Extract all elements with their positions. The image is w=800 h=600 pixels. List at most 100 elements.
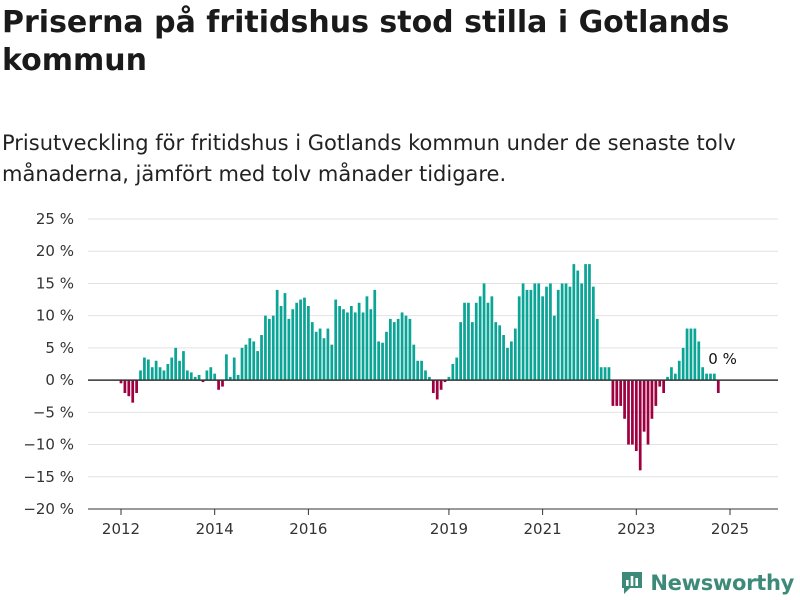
bar bbox=[357, 302, 361, 381]
grid-lines bbox=[88, 218, 778, 510]
bar bbox=[264, 315, 267, 381]
bar bbox=[174, 347, 178, 381]
bar bbox=[189, 372, 193, 381]
bar bbox=[162, 370, 166, 381]
bar bbox=[545, 286, 548, 381]
bar bbox=[619, 380, 623, 406]
bar bbox=[677, 360, 681, 381]
bar bbox=[185, 370, 189, 381]
bar bbox=[552, 315, 556, 381]
y-tick-label: 20 % bbox=[36, 242, 74, 260]
bar bbox=[310, 322, 314, 381]
bar bbox=[252, 341, 256, 381]
x-tick-label: 2021 bbox=[524, 520, 562, 538]
bar bbox=[287, 318, 291, 381]
chart-title: Priserna på fritidshus stod stilla i Got… bbox=[2, 5, 730, 78]
bar bbox=[685, 328, 689, 381]
bar bbox=[314, 331, 318, 381]
bar bbox=[322, 338, 326, 381]
bar bbox=[260, 335, 263, 381]
bar bbox=[611, 380, 615, 406]
bar bbox=[291, 309, 295, 381]
bar bbox=[451, 364, 455, 381]
bar bbox=[412, 344, 416, 381]
bar bbox=[689, 328, 693, 381]
bar bbox=[338, 306, 341, 381]
bar bbox=[143, 357, 146, 381]
x-tick-label: 2012 bbox=[102, 520, 140, 538]
bar bbox=[525, 289, 529, 381]
newsworthy-logo: Newsworthy bbox=[620, 570, 794, 596]
bar bbox=[513, 328, 517, 381]
bar bbox=[627, 380, 630, 445]
bar bbox=[490, 296, 494, 381]
bar bbox=[549, 283, 552, 381]
bars bbox=[119, 264, 720, 471]
bar bbox=[119, 380, 123, 384]
latest-value-annotation: 0 % bbox=[708, 350, 737, 368]
bar bbox=[713, 373, 716, 381]
bar bbox=[295, 302, 299, 381]
bar bbox=[170, 357, 174, 381]
bar bbox=[564, 283, 568, 381]
bar bbox=[349, 306, 353, 381]
bar bbox=[127, 380, 131, 397]
bar bbox=[709, 373, 712, 381]
y-tick-label: 5 % bbox=[45, 339, 74, 357]
bar bbox=[217, 380, 220, 390]
bar bbox=[615, 380, 619, 406]
bar bbox=[416, 360, 420, 381]
bar-chart: 25 % 20 % 15 % 10 % 5 % 0 % −5 % −10 % −15 % −20 … bbox=[23, 210, 778, 538]
brand-name: Newsworthy bbox=[650, 571, 794, 595]
bar bbox=[537, 283, 541, 381]
bar bbox=[178, 360, 181, 381]
bar bbox=[158, 367, 162, 381]
bar bbox=[482, 283, 486, 381]
bar bbox=[580, 283, 584, 381]
bar bbox=[638, 380, 642, 471]
bar bbox=[221, 380, 224, 387]
bar bbox=[193, 376, 197, 381]
bar bbox=[650, 380, 654, 419]
x-tick-label: 2025 bbox=[711, 520, 749, 538]
bar bbox=[486, 302, 490, 381]
bar bbox=[201, 380, 205, 383]
bar bbox=[588, 264, 591, 381]
bar bbox=[502, 335, 505, 381]
bar bbox=[385, 331, 388, 381]
x-axis: 2012 2014 2016 2019 2021 2023 2025 bbox=[88, 508, 778, 538]
newsworthy-logo-icon bbox=[622, 572, 643, 594]
bar bbox=[576, 270, 580, 381]
bar bbox=[572, 264, 576, 381]
y-tick-label: 10 % bbox=[36, 307, 74, 325]
bar bbox=[517, 296, 521, 381]
bar bbox=[428, 376, 431, 381]
bar bbox=[146, 359, 150, 381]
bar bbox=[299, 299, 302, 381]
y-tick-label: 25 % bbox=[36, 210, 74, 228]
bar bbox=[424, 370, 427, 381]
bar bbox=[404, 315, 408, 381]
bar bbox=[400, 312, 404, 381]
bar bbox=[361, 312, 365, 381]
bar bbox=[474, 302, 478, 381]
bar bbox=[381, 342, 384, 381]
bar bbox=[346, 312, 349, 381]
bar bbox=[463, 302, 466, 381]
bar bbox=[365, 296, 369, 381]
y-tick-label: 0 % bbox=[45, 371, 74, 389]
bar bbox=[373, 289, 377, 381]
bar bbox=[642, 380, 646, 432]
bar bbox=[271, 315, 275, 381]
x-tick-label: 2023 bbox=[617, 520, 655, 538]
bar bbox=[303, 297, 306, 381]
bar bbox=[435, 380, 439, 400]
bar bbox=[467, 302, 470, 381]
bar bbox=[568, 286, 572, 381]
x-tick-label: 2014 bbox=[196, 520, 234, 538]
bar bbox=[541, 296, 544, 381]
bar bbox=[666, 376, 669, 381]
y-tick-label: −20 % bbox=[23, 500, 74, 518]
x-tick-label: 2016 bbox=[289, 520, 327, 538]
bar bbox=[228, 376, 232, 381]
